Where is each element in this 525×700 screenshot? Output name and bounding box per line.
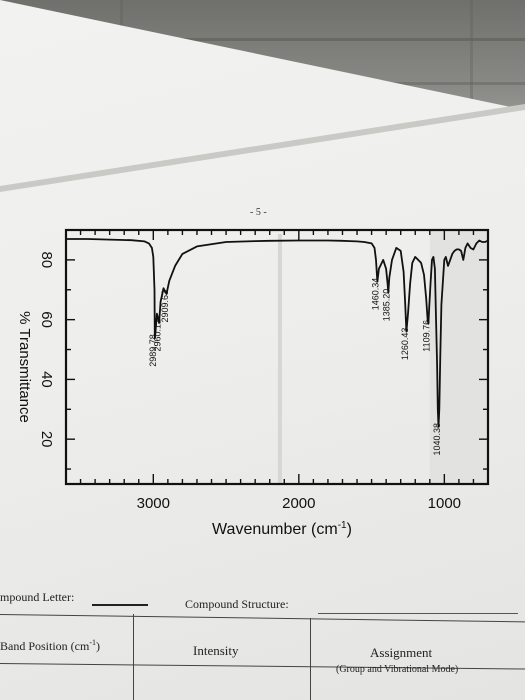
compound-letter-blank[interactable] bbox=[92, 604, 148, 606]
table-divider-1 bbox=[133, 614, 134, 700]
y-axis-label: % Transmittance bbox=[16, 311, 33, 423]
x-axis-label: Wavenumber (cm-1) bbox=[212, 520, 352, 538]
y-tick-label: 20 bbox=[38, 431, 55, 448]
peak-label: 2989.78 bbox=[148, 334, 158, 367]
peak-label: 2960.12 bbox=[152, 319, 162, 352]
peak-label: 1040.38 bbox=[432, 423, 442, 456]
assignment-subheader: (Group and Vibrational Mode) bbox=[336, 664, 459, 675]
x-tick-label: 2000 bbox=[282, 495, 315, 512]
spectrum-line bbox=[66, 238, 489, 428]
intensity-header: Intensity bbox=[193, 643, 239, 658]
compound-structure-label: Compound Structure: bbox=[185, 597, 289, 611]
peak-label: 1460.34 bbox=[371, 278, 381, 311]
assignment-header: Assignment bbox=[370, 645, 433, 660]
x-tick-label: 1000 bbox=[428, 495, 461, 512]
band-position-header: Band Position (cm-1) bbox=[0, 638, 101, 653]
compound-structure-blank[interactable] bbox=[318, 613, 518, 614]
table-divider-2 bbox=[310, 618, 311, 700]
compound-letter-label: mpound Letter: bbox=[0, 590, 75, 604]
peak-label: 1385.20 bbox=[382, 289, 392, 322]
y-tick-label: 40 bbox=[38, 371, 55, 388]
plot-frame bbox=[64, 228, 490, 486]
peak-label: 2909.63 bbox=[160, 290, 170, 323]
peak-label: 1260.43 bbox=[400, 328, 410, 361]
peak-label: 1109.76 bbox=[422, 320, 432, 352]
page-number: - 5 - bbox=[250, 207, 267, 218]
y-tick-label: 60 bbox=[38, 311, 55, 328]
y-tick-label: 80 bbox=[38, 252, 55, 269]
x-tick-label: 3000 bbox=[137, 495, 170, 512]
